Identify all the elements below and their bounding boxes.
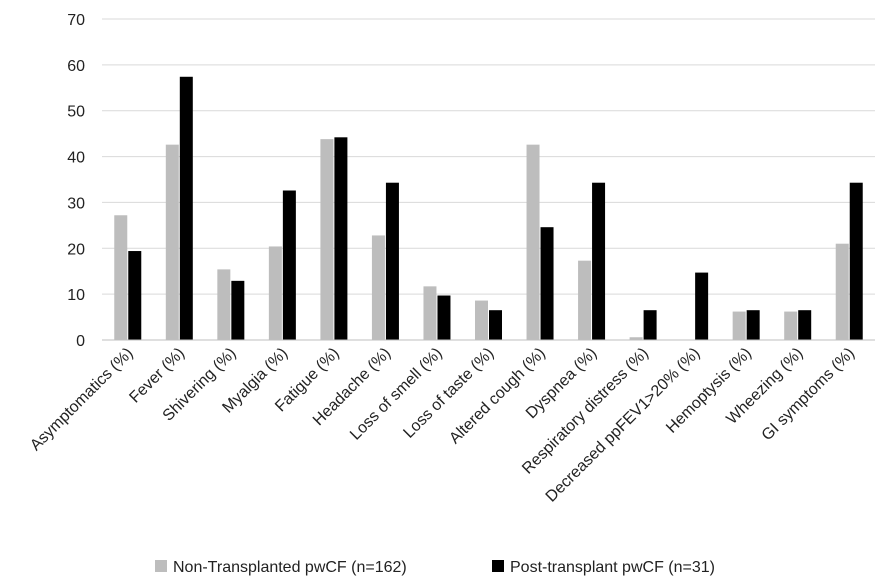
y-tick-label: 10 (67, 287, 85, 304)
x-category-label: Loss of taste (%) (400, 345, 497, 442)
bar-series-2 (437, 295, 451, 340)
bar-series-1 (320, 139, 334, 340)
bar-series-2 (179, 76, 193, 340)
y-tick-label: 20 (67, 241, 85, 258)
bar-series-1 (217, 269, 231, 340)
bar-series-1 (268, 246, 282, 340)
x-category-label: Asymptomatics (%) (27, 345, 136, 454)
gridlines (102, 18, 875, 295)
y-tick-label: 30 (67, 195, 85, 212)
x-category-label: GI symptoms (%) (759, 345, 858, 444)
legend: Non-Transplanted pwCF (n=162) Post-transp… (155, 559, 715, 576)
bar-series-2 (334, 137, 348, 340)
bar-series-2 (798, 310, 812, 340)
legend-label: Post-transplant pwCF (n=31) (510, 559, 715, 576)
y-tick-label: 70 (67, 12, 85, 29)
bar-series-2 (540, 227, 554, 340)
bar-series-2 (128, 251, 142, 340)
bar-series-2 (231, 280, 245, 340)
x-category-label: Altered cough (%) (446, 345, 549, 448)
bar-series-1 (475, 300, 488, 340)
bars (114, 76, 863, 340)
bar-series-1 (165, 144, 179, 340)
y-tick-label: 50 (67, 104, 85, 121)
bar-series-2 (592, 182, 606, 340)
bar-series-1 (732, 311, 746, 340)
bar-series-2 (643, 310, 657, 340)
bar-series-1 (114, 215, 128, 340)
bar-series-2 (695, 272, 709, 340)
bar-series-2 (385, 182, 399, 340)
bar-series-1 (784, 311, 798, 340)
legend-swatch (492, 560, 504, 572)
bar-series-1 (578, 260, 592, 340)
bar-series-2 (746, 310, 760, 340)
bar-series-2 (489, 310, 502, 340)
legend-label: Non-Transplanted pwCF (n=162) (173, 559, 407, 576)
y-tick-label: 0 (76, 333, 85, 350)
bar-series-1 (835, 243, 849, 340)
y-axis-ticks: 0 10 20 30 40 50 60 70 (67, 12, 85, 350)
bar-series-1 (371, 235, 385, 340)
x-category-label: Loss of smell (%) (347, 345, 446, 444)
y-tick-label: 60 (67, 58, 85, 75)
x-axis-categories: Asymptomatics (%)Fever (%)Shivering (%)M… (27, 345, 858, 506)
bar-series-2 (282, 190, 296, 340)
bar-series-2 (849, 182, 863, 340)
bar-series-1 (526, 144, 540, 340)
bar-series-1 (423, 286, 437, 340)
bar-series-1 (629, 337, 643, 340)
legend-swatch (155, 560, 167, 572)
y-tick-label: 40 (67, 150, 85, 167)
